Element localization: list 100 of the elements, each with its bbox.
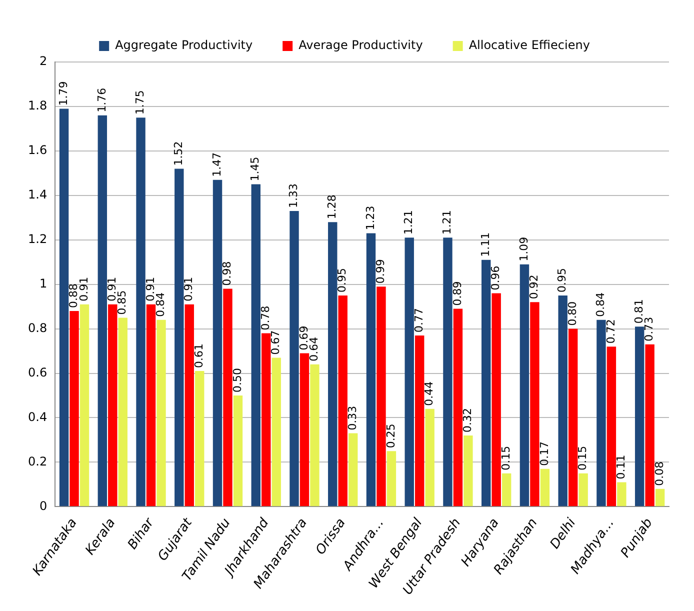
data-label: 0.15 [499,446,512,470]
data-label: 1.45 [248,156,262,182]
bar [70,311,79,506]
data-label: 0.32 [461,408,474,433]
bar [453,308,463,506]
bar [59,108,69,506]
bar [108,304,118,506]
bar [568,328,578,506]
bar [338,295,348,506]
bar [223,288,232,506]
y-tick-label: 1.4 [28,188,48,202]
data-label: 0.64 [308,336,321,362]
data-label: 0.67 [269,330,282,355]
bar [348,433,358,506]
data-label: 0.11 [614,454,628,480]
data-label: 1.21 [440,210,454,235]
bar [251,184,260,506]
data-label: 0.84 [154,292,168,317]
bar [174,168,184,506]
bar [530,302,540,506]
bar [80,304,90,506]
data-label: 0.92 [528,274,541,300]
data-label: 1.52 [172,141,186,166]
data-label: 1.79 [56,81,70,106]
legend-label: Aggregate Productivity [115,38,253,52]
data-label: 1.28 [325,194,338,220]
bar [492,293,501,506]
bar [262,333,271,506]
bar [634,326,644,506]
data-label: 0.95 [556,268,569,292]
data-label: 0.44 [422,381,436,406]
y-tick-label: 0.6 [28,365,48,380]
data-label: 0.91 [106,276,118,302]
bar [540,468,550,506]
bar [272,358,281,506]
bar [414,335,424,506]
bar [98,115,108,506]
data-label: 0.73 [642,316,656,342]
data-label: 0.25 [384,424,398,448]
bar [195,371,204,506]
legend-label: Allocative Effiecieny [468,38,590,52]
data-label: 1.75 [134,90,147,115]
y-tick-label: 1.8 [28,98,48,113]
bar [118,318,128,506]
data-label: 0.33 [346,406,359,430]
bar [520,264,530,506]
data-label: 1.76 [95,88,108,112]
legend-label: Average Productivity [298,38,423,52]
data-label: 0.80 [566,301,579,326]
bar [425,408,434,506]
data-label: 0.81 [632,299,646,324]
bar [645,344,654,506]
bar [136,118,146,506]
y-tick-label: 0.2 [28,454,48,468]
data-label: 0.84 [594,292,608,317]
bar [290,210,299,506]
bar [366,233,376,506]
bar [300,353,310,506]
data-label: 0.91 [144,276,157,302]
bar [386,451,396,506]
bar [146,304,156,506]
data-label: 0.08 [652,461,666,486]
data-label: 0.89 [450,281,464,306]
data-label: 0.99 [374,259,388,284]
data-label: 1.09 [517,236,530,262]
data-label: 0.85 [116,290,129,315]
bar [464,436,473,506]
data-label: 1.11 [478,232,492,257]
data-label: 0.61 [192,344,206,368]
bar [376,286,386,506]
y-tick-label: 0 [39,498,48,513]
bar [156,320,166,506]
data-label: 0.72 [604,319,618,344]
bar [212,180,222,506]
y-tick-label: 1 [39,276,48,290]
bar [558,295,568,506]
data-label: 0.95 [336,268,349,292]
y-tick-label: 0.4 [28,410,48,424]
bar [606,346,616,506]
bar [655,488,665,506]
y-tick-label: 1.6 [28,143,48,158]
y-tick-label: 0.8 [28,320,48,335]
data-label: 0.77 [412,308,426,332]
bar [310,364,320,506]
data-label: 0.15 [576,446,590,470]
data-label: 0.96 [489,266,502,290]
y-tick-label: 1.2 [28,232,48,246]
bar [502,473,512,506]
data-label: 1.33 [287,183,300,208]
bar [404,238,414,506]
data-label: 1.21 [402,210,416,235]
data-label: 0.17 [538,441,551,466]
data-label: 0.91 [182,276,196,302]
bar [328,222,338,506]
bar [443,238,452,506]
bar [578,473,588,506]
bar [596,320,606,506]
bar [617,482,626,506]
bar [482,260,491,506]
data-label: 0.78 [258,306,272,330]
